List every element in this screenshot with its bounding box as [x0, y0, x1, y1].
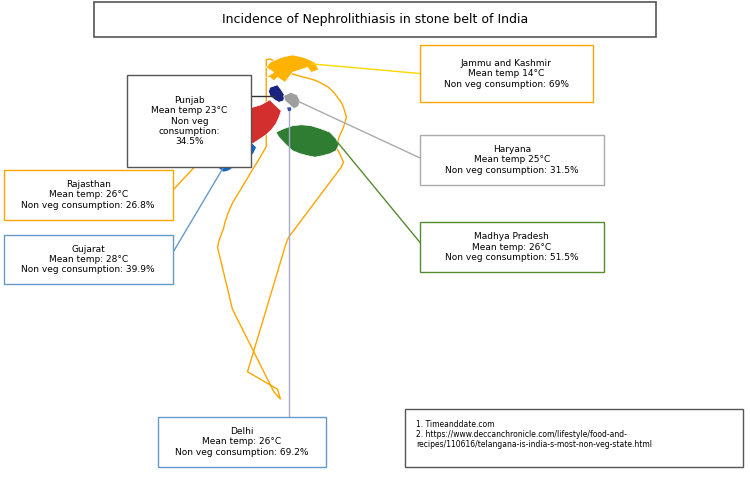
Text: Incidence of Nephrolithiasis in stone belt of India: Incidence of Nephrolithiasis in stone be…: [222, 13, 528, 26]
FancyBboxPatch shape: [4, 235, 172, 284]
Text: Rajasthan
Mean temp: 26°C
Non veg consumption: 26.8%: Rajasthan Mean temp: 26°C Non veg consum…: [21, 180, 154, 210]
Polygon shape: [268, 85, 285, 102]
Text: Madhya Pradesh
Mean temp: 26°C
Non veg consumption: 51.5%: Madhya Pradesh Mean temp: 26°C Non veg c…: [445, 232, 579, 262]
Text: Delhi
Mean temp: 26°C
Non veg consumption: 69.2%: Delhi Mean temp: 26°C Non veg consumptio…: [175, 427, 309, 457]
Polygon shape: [286, 107, 292, 112]
Polygon shape: [284, 92, 300, 109]
FancyBboxPatch shape: [420, 135, 604, 185]
Polygon shape: [217, 140, 256, 172]
Polygon shape: [222, 100, 281, 147]
Text: Haryana
Mean temp 25°C
Non veg consumption: 31.5%: Haryana Mean temp 25°C Non veg consumpti…: [445, 145, 579, 175]
Text: Gujarat
Mean temp: 28°C
Non veg consumption: 39.9%: Gujarat Mean temp: 28°C Non veg consumpt…: [21, 245, 155, 274]
Text: Jammu and Kashmir
Mean temp 14°C
Non veg consumption: 69%: Jammu and Kashmir Mean temp 14°C Non veg…: [444, 59, 568, 88]
Text: Punjab
Mean temp 23°C
Non veg
consumption:
34.5%: Punjab Mean temp 23°C Non veg consumptio…: [152, 96, 227, 146]
Polygon shape: [266, 55, 319, 82]
FancyBboxPatch shape: [4, 170, 172, 220]
Polygon shape: [217, 59, 346, 399]
FancyBboxPatch shape: [94, 2, 656, 37]
Polygon shape: [276, 125, 339, 157]
FancyBboxPatch shape: [158, 417, 326, 467]
FancyBboxPatch shape: [128, 75, 251, 167]
FancyBboxPatch shape: [420, 45, 592, 102]
FancyBboxPatch shape: [420, 222, 604, 272]
FancyBboxPatch shape: [405, 409, 742, 467]
Text: 1. Timeanddate.com
2. https://www.deccanchronicle.com/lifestyle/food-and-
recipe: 1. Timeanddate.com 2. https://www.deccan…: [416, 420, 652, 449]
